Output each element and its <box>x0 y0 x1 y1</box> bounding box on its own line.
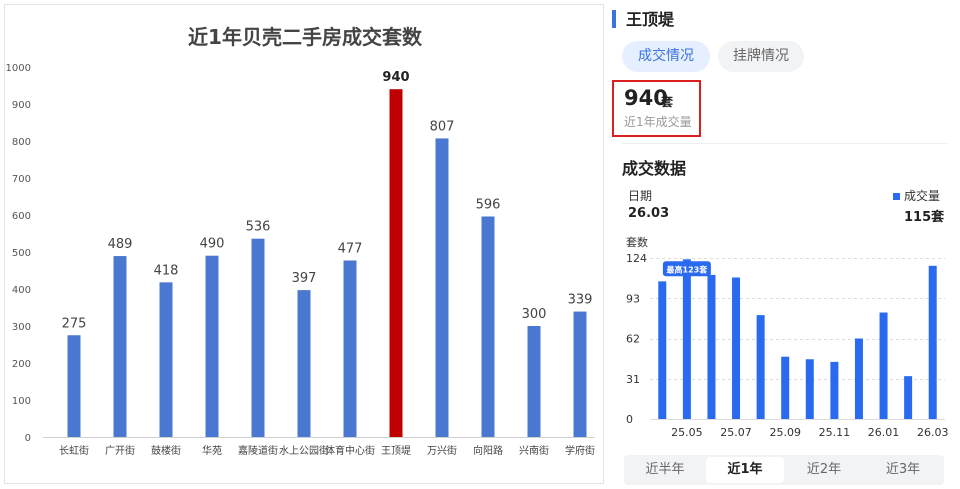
bar[interactable] <box>658 281 667 419</box>
category-label: 鼓楼街 <box>151 444 181 457</box>
bar[interactable] <box>481 216 495 437</box>
bar[interactable] <box>251 238 265 437</box>
monthly-bar-chart[interactable]: 0 31 62 93 124 25.05 25.07 25.09 25.11 26.01 26.03… <box>612 0 956 455</box>
data-label: 339 <box>568 293 593 308</box>
chart-title: 近1年贝壳二手房成交套数 <box>188 25 422 49</box>
y-tick-label: 1000 <box>6 63 31 74</box>
range-tab-6m[interactable]: 近半年 <box>645 462 685 477</box>
data-label: 397 <box>292 271 317 286</box>
date-value: 26.03 <box>628 206 670 221</box>
tooltip-text: 最高123套 <box>667 264 709 274</box>
data-label: 807 <box>430 119 455 134</box>
deal-count-unit: 套 <box>661 95 674 109</box>
y-tick-label: 700 <box>12 174 31 185</box>
bar[interactable] <box>573 311 587 437</box>
y-tick-label: 200 <box>12 359 31 370</box>
bar[interactable] <box>113 256 127 437</box>
tooltip-background <box>662 261 711 277</box>
category-label: 水上公园街 <box>279 444 329 457</box>
bar[interactable] <box>159 282 173 437</box>
category-label: 广开街 <box>105 444 135 457</box>
bar[interactable] <box>682 259 691 419</box>
y-tick-label: 62 <box>626 333 640 346</box>
category-label: 华苑 <box>202 444 222 457</box>
bar[interactable] <box>297 290 311 437</box>
data-label: 489 <box>108 237 133 252</box>
category-label: 万兴街 <box>427 444 457 457</box>
legend-label: 成交量 <box>904 189 941 203</box>
y-tick-label: 31 <box>626 373 640 386</box>
data-label: 418 <box>154 263 179 278</box>
range-tab-3y[interactable]: 近3年 <box>885 462 921 477</box>
bar[interactable] <box>707 274 716 419</box>
x-tick-label: 25.11 <box>819 426 851 439</box>
range-tab-2y[interactable]: 近2年 <box>806 462 842 477</box>
y-tick-label: 100 <box>12 396 31 407</box>
x-tick-label: 26.03 <box>917 426 949 439</box>
max-tooltip: 最高123套 <box>662 261 711 277</box>
data-label: 300 <box>522 307 547 322</box>
bar[interactable] <box>67 335 81 437</box>
category-label: 长虹街 <box>59 444 89 457</box>
data-label: 490 <box>200 237 225 252</box>
y-tick-label: 93 <box>626 292 640 305</box>
y-tick-label: 300 <box>12 322 31 333</box>
category-label: 王顶堤 <box>381 445 411 457</box>
deal-count-label: 近1年成交量 <box>624 115 692 129</box>
left-bar-chart: 0 100 200 300 400 500 600 700 800 900 1000 275 长虹街 48… <box>6 63 595 457</box>
bar[interactable] <box>854 338 863 420</box>
data-label: 940 <box>382 70 409 85</box>
category-label: 学府街 <box>565 444 595 457</box>
bar[interactable] <box>830 361 839 419</box>
x-tick-label: 25.09 <box>769 426 801 439</box>
tab-listings[interactable]: 挂牌情况 <box>718 41 804 72</box>
deal-count-value: 940 <box>624 86 668 110</box>
bar[interactable] <box>435 138 449 437</box>
bar[interactable] <box>389 89 403 437</box>
bar[interactable] <box>756 315 765 419</box>
data-label: 536 <box>246 220 271 235</box>
y-axis-unit: 套数 <box>626 236 648 249</box>
x-tick-label: 25.05 <box>671 426 703 439</box>
data-label: 596 <box>476 197 501 212</box>
y-tick-label: 600 <box>12 211 31 222</box>
deal-stat-box: 940 套 近1年成交量 <box>612 80 701 137</box>
title-accent-bar <box>612 10 616 28</box>
data-label: 275 <box>62 316 87 331</box>
legend-value: 115套 <box>904 210 945 225</box>
data-label: 477 <box>338 242 363 257</box>
y-tick-label: 0 <box>626 413 633 426</box>
section-title: 成交数据 <box>622 159 687 178</box>
category-label: 嘉陵道街 <box>238 444 278 457</box>
range-tab-bar: 近半年 近1年 近2年 近3年 <box>624 455 944 485</box>
y-tick-label: 900 <box>12 100 31 111</box>
bar[interactable] <box>732 277 741 419</box>
y-tick-label: 124 <box>626 252 647 265</box>
left-chart-panel: 近1年贝壳二手房成交套数 0 100 200 300 400 500 600 700 800 90… <box>4 4 604 484</box>
bar[interactable] <box>904 376 913 419</box>
date-label: 日期 <box>628 189 653 203</box>
divider <box>622 143 947 144</box>
y-tick-label: 400 <box>12 285 31 296</box>
x-tick-label: 25.07 <box>720 426 752 439</box>
bar[interactable] <box>879 312 888 419</box>
legend-swatch <box>893 193 900 200</box>
district-name: 王顶堤 <box>626 10 675 29</box>
category-label: 向阳路 <box>473 444 503 457</box>
y-tick-label: 0 <box>25 433 31 444</box>
range-tab-1y[interactable]: 近1年 <box>706 457 784 483</box>
bar[interactable] <box>343 260 357 437</box>
tab-deals[interactable]: 成交情况 <box>622 41 710 72</box>
x-tick-label: 26.01 <box>868 426 900 439</box>
bar[interactable] <box>781 356 790 419</box>
category-label: 体育中心街 <box>325 444 375 457</box>
y-tick-label: 500 <box>12 248 31 259</box>
bar[interactable] <box>205 255 219 437</box>
y-tick-label: 800 <box>12 137 31 148</box>
right-info-panel: 王顶堤 成交情况 挂牌情况 940 套 近1年成交量 成交数据 日期 26.03… <box>612 0 956 489</box>
bar[interactable] <box>805 359 814 419</box>
bar[interactable] <box>928 265 937 419</box>
bar[interactable] <box>527 326 541 437</box>
category-label: 兴南街 <box>519 444 549 457</box>
